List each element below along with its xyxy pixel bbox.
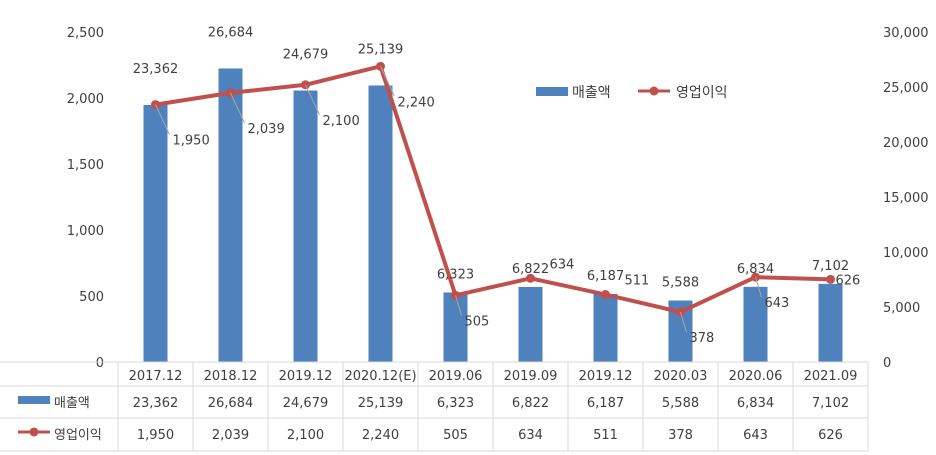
line-value-label: 626 xyxy=(836,273,861,288)
line-value-label: 511 xyxy=(625,274,650,289)
legend-label: 매출액 xyxy=(572,85,611,101)
bar xyxy=(743,286,768,362)
left-tick-label: 2,000 xyxy=(67,92,104,107)
legend-key-bar xyxy=(536,87,568,96)
table-cell-profit: 2,100 xyxy=(287,428,324,443)
table-cell-profit: 511 xyxy=(593,428,618,443)
left-tick-label: 0 xyxy=(96,356,104,371)
table-cell-profit: 378 xyxy=(668,428,693,443)
bar xyxy=(518,286,543,362)
line-value-label: 1,950 xyxy=(173,134,210,149)
leader-line xyxy=(755,276,762,298)
left-tick-label: 2,500 xyxy=(67,26,104,41)
operating-profit-line xyxy=(151,61,835,317)
line-point xyxy=(526,273,535,283)
right-axis: 0 5,000 10,000 15,000 20,000 25,000 30,000 xyxy=(883,26,929,371)
table-series-name: 영업이익 xyxy=(54,428,102,443)
leader-line xyxy=(455,295,462,316)
category-label: 2017.12 xyxy=(129,369,183,384)
left-tick-label: 500 xyxy=(79,290,104,305)
bar xyxy=(368,85,393,362)
right-tick-label: 30,000 xyxy=(883,26,929,41)
category-label: 2020.06 xyxy=(729,369,783,384)
line-value-label: 2,100 xyxy=(323,114,360,129)
bar-value-label: 6,323 xyxy=(437,267,474,282)
table-cell-revenue: 6,187 xyxy=(587,396,624,411)
right-tick-label: 5,000 xyxy=(883,301,920,316)
legend: 매출액 영업이익 xyxy=(536,85,728,101)
leader-line xyxy=(230,92,245,124)
table-cell-revenue: 24,679 xyxy=(283,396,329,411)
table-cell-revenue: 6,822 xyxy=(512,396,549,411)
line-value-label: 505 xyxy=(465,314,490,329)
table-cell-revenue: 6,323 xyxy=(437,396,474,411)
bar xyxy=(143,105,168,362)
bar xyxy=(593,293,618,362)
series-line xyxy=(155,64,831,315)
bar-value-label: 6,187 xyxy=(587,269,624,284)
table-cell-profit: 634 xyxy=(518,428,543,443)
line-value-label: 634 xyxy=(550,257,575,272)
revenue-bars xyxy=(143,68,843,362)
line-value-label: 378 xyxy=(690,331,715,346)
bar-value-label: 6,834 xyxy=(737,262,774,277)
leader-line xyxy=(380,66,395,97)
category-label: 2018.12 xyxy=(204,369,258,384)
leader-line xyxy=(305,84,320,116)
left-tick-label: 1,000 xyxy=(67,224,104,239)
bar-value-label: 6,822 xyxy=(512,262,549,277)
bar-value-label: 23,362 xyxy=(133,62,179,77)
table-cell-profit: 1,950 xyxy=(137,428,174,443)
table-cell-revenue: 5,588 xyxy=(662,396,699,411)
table-cell-revenue: 25,139 xyxy=(358,396,404,411)
legend-label: 영업이익 xyxy=(676,85,728,101)
table-key-bar xyxy=(18,396,50,404)
line-value-label: 643 xyxy=(765,296,790,311)
category-label: 2020.03 xyxy=(654,369,708,384)
category-label: 2020.12(E) xyxy=(344,369,416,384)
table-cell-profit: 626 xyxy=(818,428,843,443)
table-cell-profit: 643 xyxy=(743,428,768,443)
right-tick-label: 0 xyxy=(883,356,891,371)
category-label: 2021.09 xyxy=(804,369,858,384)
bar xyxy=(218,68,243,362)
table-cell-revenue: 23,362 xyxy=(133,396,179,411)
category-label: 2019.12 xyxy=(279,369,333,384)
bar-value-label: 7,102 xyxy=(812,259,849,274)
bar xyxy=(293,90,318,362)
category-label: 2019.09 xyxy=(504,369,558,384)
bar-value-label: 24,679 xyxy=(283,48,329,63)
right-tick-label: 20,000 xyxy=(883,136,929,151)
bar xyxy=(443,292,468,362)
table-cell-profit: 505 xyxy=(443,428,468,443)
line-point xyxy=(601,290,610,300)
leader-line xyxy=(680,311,687,333)
right-tick-label: 15,000 xyxy=(883,191,929,206)
line-value-label: 2,039 xyxy=(248,122,285,137)
right-tick-label: 25,000 xyxy=(883,81,929,96)
category-label: 2019.12 xyxy=(579,369,633,384)
left-axis: 0 500 1,000 1,500 2,000 2,500 xyxy=(67,26,104,371)
bar xyxy=(818,283,843,362)
left-tick-label: 1,500 xyxy=(67,158,104,173)
table-cell-profit: 2,240 xyxy=(362,428,399,443)
category-label: 2019.06 xyxy=(429,369,483,384)
table-cell-revenue: 26,684 xyxy=(208,396,254,411)
line-value-label: 2,240 xyxy=(398,95,435,110)
table-key-marker xyxy=(29,427,39,437)
table-cell-revenue: 6,834 xyxy=(737,396,774,411)
bar-value-label: 25,139 xyxy=(358,42,404,57)
data-table: 2017.12 2018.12 2019.12 2020.12(E) 2019.06 20… xyxy=(0,361,869,452)
bar-value-label: 26,684 xyxy=(208,25,254,40)
right-tick-label: 10,000 xyxy=(883,246,929,261)
line-point xyxy=(826,274,835,284)
table-cell-profit: 2,039 xyxy=(212,428,249,443)
legend-key-marker xyxy=(649,86,659,96)
table-series-name: 매출액 xyxy=(54,396,90,411)
bar-value-label: 5,588 xyxy=(662,276,699,291)
table-cell-revenue: 7,102 xyxy=(812,396,849,411)
leader-line xyxy=(155,104,170,135)
